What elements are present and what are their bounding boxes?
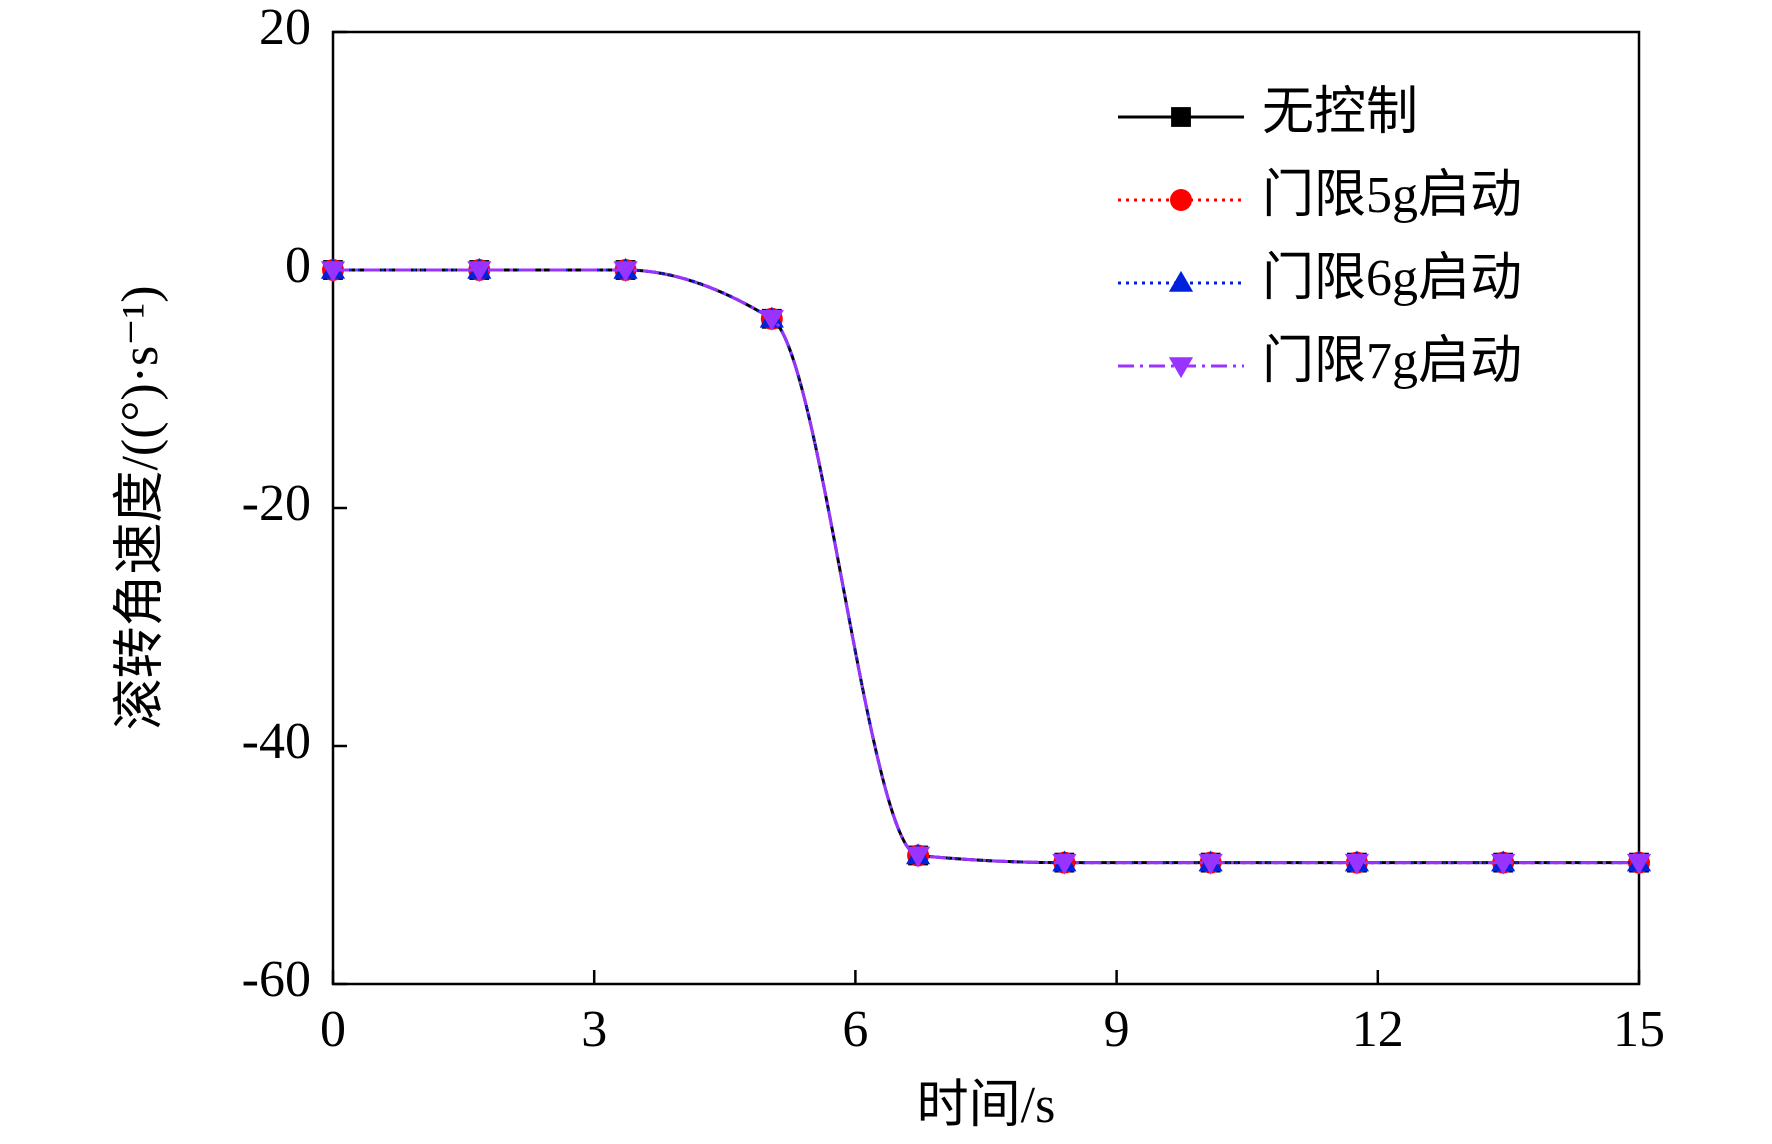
legend-label: 门限6g启动 [1262,250,1522,307]
marker [905,846,931,868]
x-tick-label: 15 [1613,1001,1665,1058]
legend-marker [1168,357,1194,379]
marker [1344,853,1370,875]
line [333,268,1639,865]
marker [1052,853,1077,875]
x-tick-label: 9 [1104,1001,1130,1058]
legend-label: 门限7g启动 [1262,333,1522,390]
x-tick-label: 3 [581,1001,607,1058]
y-tick-label: 20 [259,0,311,56]
legend-marker [1171,107,1191,127]
marker [1491,853,1516,875]
marker [759,309,784,331]
marker [467,261,492,283]
y-tick-label: 0 [285,237,311,294]
y-axis-title: 滚转角速度/((°)·s⁻¹) [112,285,169,730]
marker [1198,853,1223,875]
marker [1626,853,1652,875]
legend-label: 无控制 [1262,84,1418,141]
x-tick-label: 6 [842,1001,868,1058]
x-tick-label: 12 [1352,1001,1404,1058]
y-tick-label: -40 [242,713,311,770]
legend-label: 门限5g启动 [1262,167,1522,224]
x-axis-title: 时间/s [917,1077,1056,1134]
y-tick-label: -60 [242,951,311,1008]
legend-marker [1168,270,1194,292]
marker [613,261,638,283]
legend-marker [1170,189,1192,211]
marker [320,261,346,283]
y-tick-label: -20 [242,475,311,532]
x-tick-label: 0 [320,1001,346,1058]
